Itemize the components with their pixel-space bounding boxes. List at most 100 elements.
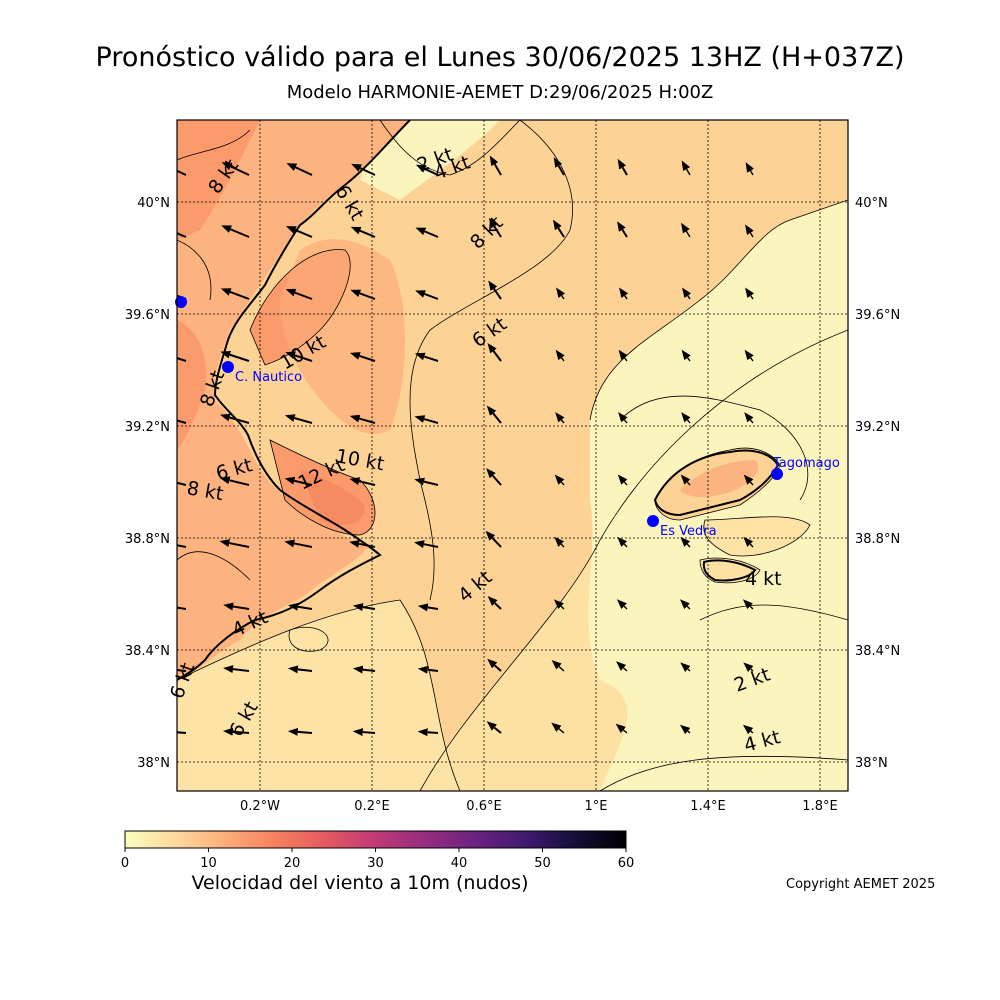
wind-arrow — [743, 536, 754, 548]
wind-arrow — [220, 413, 250, 424]
contour-lines — [177, 120, 848, 791]
wind-arrow — [680, 536, 691, 548]
wind-arrow — [288, 602, 313, 611]
colorbar-tick: 50 — [534, 856, 551, 871]
wind-arrow — [285, 351, 313, 362]
wind-arrow — [415, 227, 439, 238]
wind-arrow — [486, 468, 502, 486]
wind-arrow — [414, 352, 439, 362]
lat-label: 38.8°N — [855, 532, 900, 547]
colorbar-tick: 60 — [618, 856, 635, 871]
wind-arrow — [553, 599, 565, 610]
wind-arrow — [352, 665, 376, 674]
wind-arrow — [489, 155, 502, 176]
station-label: Tagomago — [772, 456, 840, 471]
lat-label: 38.4°N — [855, 644, 900, 659]
wind-arrow — [551, 722, 565, 734]
lat-label: 40°N — [137, 196, 170, 211]
wind-arrow — [617, 474, 628, 486]
station-marker[interactable] — [175, 296, 187, 308]
wind-arrow — [485, 530, 502, 548]
station-marker[interactable] — [222, 361, 234, 373]
wind-arrow — [742, 599, 754, 610]
wind-arrow — [415, 290, 439, 300]
wind-arrow — [414, 540, 439, 549]
wind-arrow — [349, 477, 376, 486]
wind-arrow — [488, 217, 502, 238]
latitude-labels-right: 40°N 39.6°N 39.2°N 38.8°N 38.4°N 38°N — [855, 196, 900, 771]
map-title: Pronóstico válido para el Lunes 30/06/20… — [95, 42, 905, 73]
wind-arrow — [221, 162, 250, 176]
wind-arrow — [287, 727, 313, 736]
colorbar-tick: 40 — [451, 856, 468, 871]
contour-label: 4 kt — [745, 568, 782, 590]
wind-arrow — [417, 603, 439, 612]
station-marker[interactable] — [647, 515, 659, 527]
wind-arrow — [617, 536, 628, 548]
wind-arrow — [555, 412, 565, 424]
latitude-labels-left: 40°N 39.6°N 39.2°N 38.8°N 38.4°N 38°N — [125, 196, 170, 771]
wind-arrow — [417, 665, 439, 674]
wind-arrow — [681, 349, 691, 362]
wind-arrow — [284, 539, 313, 548]
wind-arrow — [415, 164, 439, 176]
wind-arrow — [349, 414, 376, 424]
lat-label: 38°N — [137, 756, 170, 771]
wind-arrow — [554, 474, 565, 486]
wind-arrow — [618, 349, 628, 362]
wind-arrow — [223, 665, 250, 674]
wind-arrow — [486, 405, 502, 424]
colorbar-label: Velocidad del viento a 10m (nudos) — [191, 872, 529, 894]
wind-arrow — [617, 158, 628, 176]
colorbar: 0 10 20 30 40 50 60 — [121, 830, 635, 871]
lon-label: 1.8°E — [802, 799, 837, 814]
lat-label: 39.6°N — [855, 308, 900, 323]
wind-arrow — [352, 728, 376, 737]
wind-arrow — [287, 665, 313, 674]
colorbar-gradient — [124, 830, 627, 849]
wind-arrow — [681, 160, 691, 176]
wind-arrow — [349, 539, 376, 548]
wind-arrow — [284, 476, 313, 486]
wind-arrow — [177, 169, 187, 176]
wind-arrow — [745, 162, 755, 176]
map-frame — [176, 119, 849, 792]
wind-arrow — [351, 163, 376, 176]
coastline — [177, 120, 780, 681]
wind-arrow — [222, 727, 250, 736]
colorbar-tick: 20 — [284, 856, 301, 871]
lon-label: 1°E — [585, 799, 608, 814]
wind-arrow — [679, 599, 691, 610]
wind-arrow — [617, 221, 628, 238]
wind-arrow — [744, 412, 754, 424]
wind-arrow — [284, 414, 313, 424]
wind-arrow — [488, 280, 502, 300]
wind-arrow — [743, 662, 754, 672]
wind-arrow — [350, 289, 376, 300]
wind-arrow — [615, 723, 628, 734]
wind-arrow — [177, 481, 187, 486]
colorbar-tick: 0 — [121, 856, 129, 871]
station-label: C. Nautico — [235, 370, 302, 385]
wind-arrow — [679, 724, 691, 735]
wind-arrow — [220, 288, 250, 300]
wind-arrow — [177, 357, 187, 362]
map-subtitle: Modelo HARMONIE-AEMET D:29/06/2025 H:00Z — [286, 82, 714, 103]
wind-arrow — [619, 287, 629, 300]
wind-arrow — [681, 412, 691, 424]
wind-arrow — [221, 225, 250, 238]
lon-label: 0.6°E — [466, 799, 501, 814]
wind-arrow — [286, 163, 313, 176]
lon-label: 1.4°E — [690, 799, 725, 814]
wind-arrow — [551, 659, 565, 672]
lat-label: 38°N — [855, 756, 888, 771]
wind-arrow — [554, 536, 565, 548]
lat-label: 38.8°N — [125, 532, 170, 547]
lat-label: 39.6°N — [125, 308, 170, 323]
station-marker[interactable] — [771, 468, 783, 480]
wind-arrow — [680, 474, 691, 486]
lon-label: 0.2°W — [240, 799, 280, 814]
wind-arrow — [177, 419, 187, 424]
longitude-labels: 0.2°W 0.2°E 0.6°E 1°E 1.4°E 1.8°E — [240, 799, 838, 814]
wind-arrow — [220, 350, 250, 362]
